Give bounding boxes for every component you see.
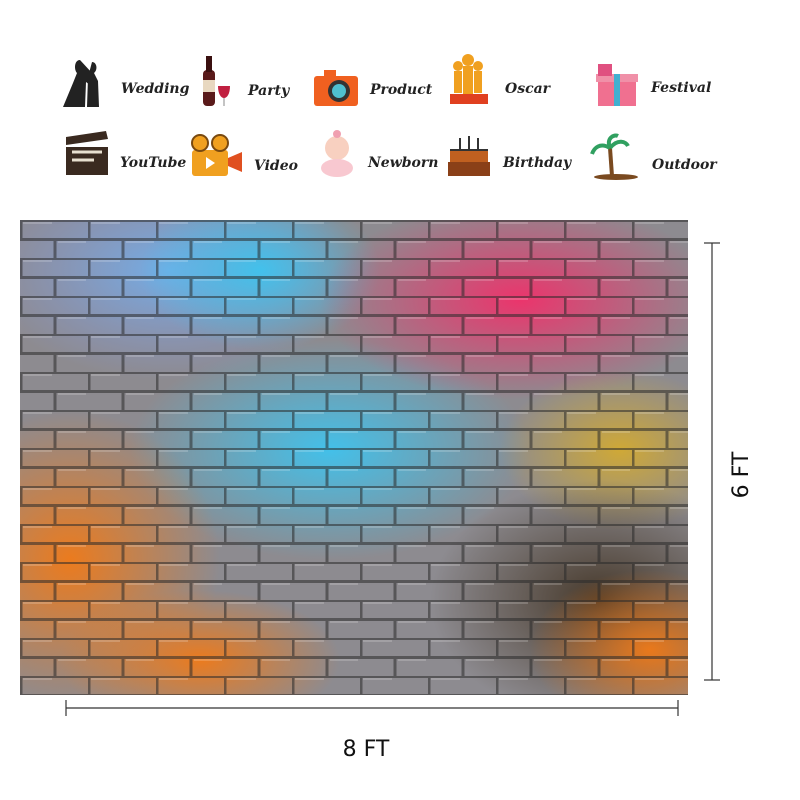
use-label: Party	[247, 83, 290, 99]
use-label: Birthday	[502, 155, 572, 171]
width-label: 8 FT	[343, 737, 390, 762]
height-label: 6 FT	[729, 451, 754, 498]
use-label: Festival	[650, 80, 711, 96]
use-label: Newborn	[367, 155, 438, 171]
use-label: Oscar	[505, 81, 552, 97]
use-label: YouTube	[120, 155, 186, 171]
brick-wall	[20, 220, 688, 695]
use-label: Wedding	[121, 81, 190, 97]
use-label: Video	[254, 158, 298, 174]
dimension-lines	[65, 242, 720, 716]
use-label: Outdoor	[652, 157, 718, 173]
use-label: Product	[369, 82, 433, 98]
icons	[66, 130, 638, 180]
icons	[63, 54, 638, 107]
